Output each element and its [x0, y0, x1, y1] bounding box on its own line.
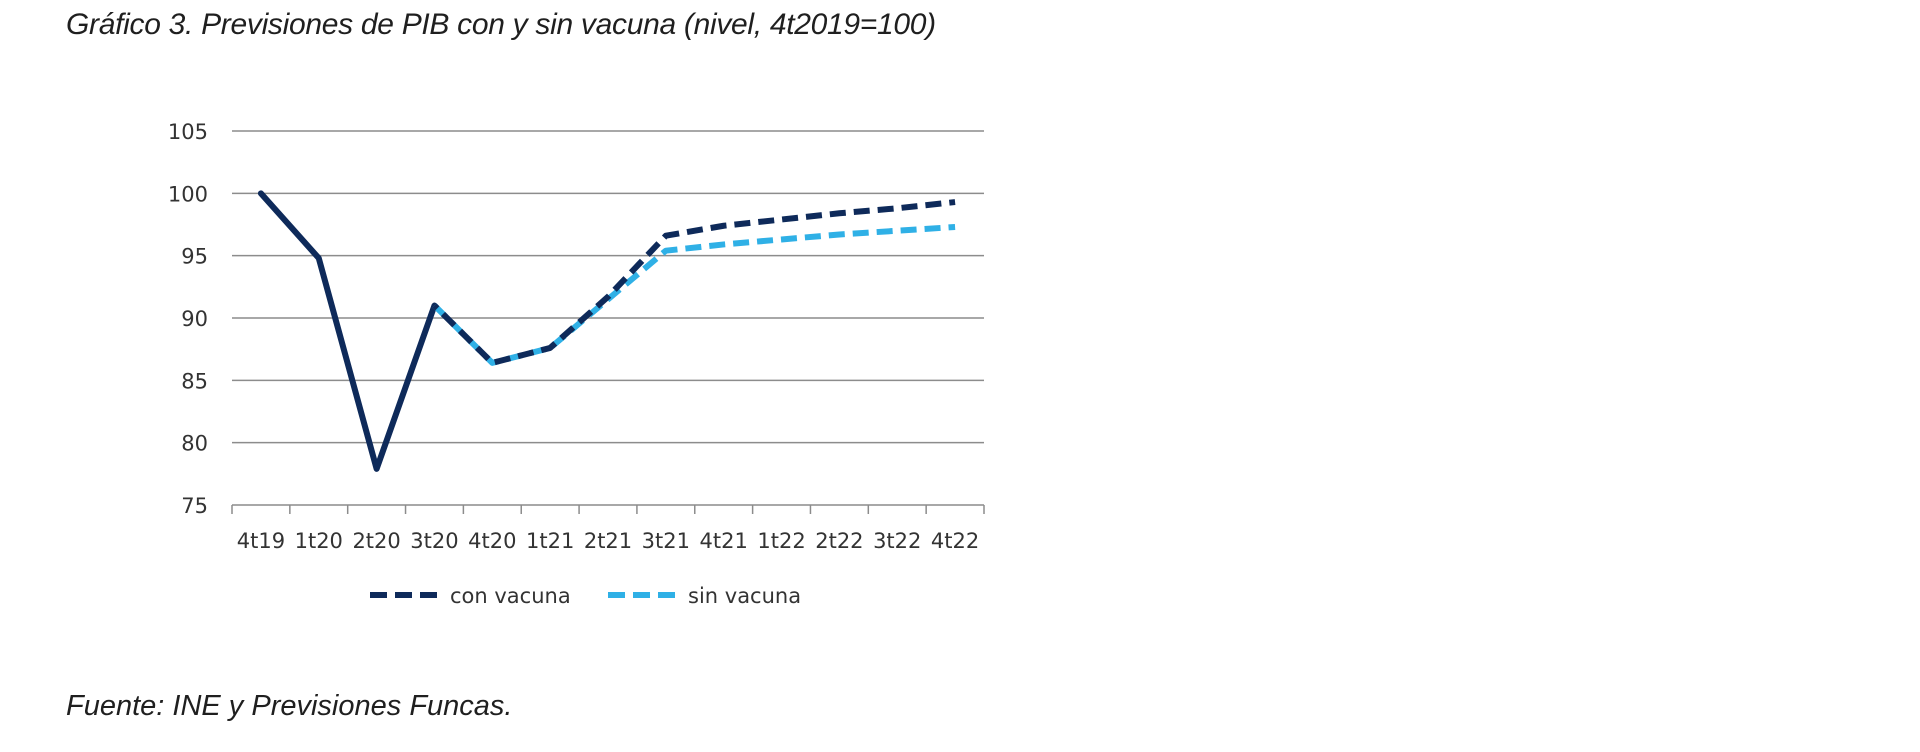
- y-tick-label: 75: [181, 494, 208, 518]
- legend-item-sin-vacuna-label: sin vacuna: [688, 584, 801, 608]
- x-tick-label: 1t21: [526, 529, 574, 553]
- x-tick-label: 4t21: [700, 529, 748, 553]
- y-tick-label: 105: [168, 120, 208, 144]
- series-line-con-vacuna: [432, 199, 956, 366]
- x-tick-label: 4t22: [931, 529, 979, 553]
- series-lines: [257, 190, 956, 472]
- x-tick-label: 3t21: [642, 529, 690, 553]
- x-tick-label: 2t20: [352, 529, 400, 553]
- x-tick-label: 1t20: [295, 529, 343, 553]
- x-tick-label: 4t20: [468, 529, 516, 553]
- source-note: Fuente: INE y Previsiones Funcas.: [66, 690, 513, 722]
- series-historical-line: [257, 190, 438, 472]
- axes: 75 80 85 90 95 100 105 4t19 1t20 2t20 3t20 4t20 1t21…: [168, 120, 985, 553]
- x-tick-label: 3t22: [873, 529, 921, 553]
- series-line-sin-vacuna: [432, 223, 956, 366]
- legend: con vacuna sin vacuna: [370, 584, 801, 608]
- x-tick-label: 4t19: [237, 529, 285, 553]
- legend-item-con-vacuna-label: con vacuna: [450, 584, 571, 608]
- chart-title: Gráfico 3. Previsiones de PIB con y sin …: [66, 8, 936, 41]
- y-tick-label: 95: [181, 245, 208, 269]
- x-tick-label: 3t20: [410, 529, 458, 553]
- y-tick-label: 90: [181, 307, 208, 331]
- x-tick-label: 2t22: [815, 529, 863, 553]
- gridlines: [232, 130, 984, 444]
- y-tick-label: 80: [181, 432, 208, 456]
- y-tick-label: 85: [181, 369, 208, 393]
- y-tick-label: 100: [168, 182, 208, 206]
- x-tick-label: 2t21: [584, 529, 632, 553]
- x-tick-label: 1t22: [757, 529, 805, 553]
